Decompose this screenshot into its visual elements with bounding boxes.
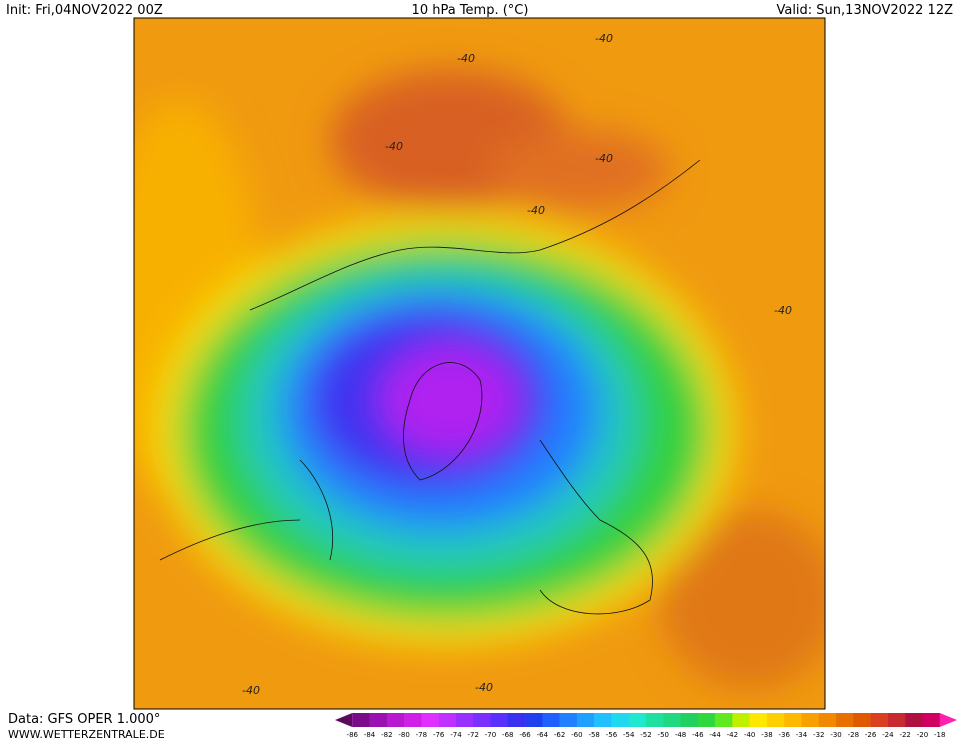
- colorbar-swatch: [646, 713, 664, 727]
- colorbar-swatch: [887, 713, 906, 727]
- colorbar-swatch: [421, 713, 439, 727]
- colorbar-label: -56: [606, 731, 618, 739]
- colorbar-label: -80: [398, 731, 409, 739]
- colorbar-label: -70: [485, 731, 496, 739]
- colorbar-swatch: [697, 713, 716, 727]
- colorbar-label: -28: [848, 731, 859, 739]
- colorbar-swatch: [766, 713, 785, 727]
- colorbar-swatch: [836, 713, 854, 727]
- colorbar-label: -50: [658, 731, 669, 739]
- colorbar-label: -82: [381, 731, 392, 739]
- colorbar-label: -36: [779, 731, 791, 739]
- map-frame: [133, 17, 826, 710]
- colorbar-label: -46: [692, 731, 704, 739]
- contour-label: -40: [385, 140, 403, 153]
- colorbar-swatch: [680, 713, 699, 727]
- colorbar-swatch: [525, 713, 543, 727]
- colorbar-swatch: [542, 713, 560, 727]
- colorbar-swatch: [490, 713, 509, 727]
- colorbar-swatch: [784, 713, 802, 727]
- colorbar-label: -42: [727, 731, 738, 739]
- colorbar-label: -64: [537, 731, 549, 739]
- colorbar-label: -20: [917, 731, 928, 739]
- site-url: WWW.WETTERZENTRALE.DE: [8, 728, 165, 741]
- colorbar-label: -34: [796, 731, 808, 739]
- colorbar-swatch: [559, 713, 578, 727]
- colorbar-label: -54: [623, 731, 635, 739]
- colorbar-label: -68: [502, 731, 513, 739]
- colorbar-swatch: [715, 713, 733, 727]
- colorbar-swatch: [507, 713, 526, 727]
- colorbar-label: -26: [865, 731, 877, 739]
- contour-label: -40: [527, 204, 545, 217]
- colorbar-swatch: [576, 713, 595, 727]
- colorbar-label: -30: [830, 731, 841, 739]
- colorbar-label: -86: [347, 731, 359, 739]
- colorbar-label: -66: [519, 731, 531, 739]
- colorbar-swatch: [628, 713, 647, 727]
- colorbar-swatch: [853, 713, 871, 727]
- coastlines: [159, 159, 701, 615]
- colorbar-arrow: [939, 713, 957, 727]
- colorbar-swatch: [352, 713, 370, 727]
- contour-label: -40: [774, 304, 792, 317]
- colorbar-swatch: [594, 713, 612, 727]
- colorbar-label: -78: [416, 731, 427, 739]
- colorbar-label: -40: [744, 731, 755, 739]
- colorbar-label: -32: [813, 731, 824, 739]
- colorbar-swatch: [749, 713, 768, 727]
- colorbar-label: -52: [640, 731, 651, 739]
- colorbar-swatch: [369, 713, 388, 727]
- colorbar-swatch: [404, 713, 422, 727]
- colorbar-label: -22: [899, 731, 910, 739]
- colorbar-swatch: [663, 713, 681, 727]
- colorbar-arrow: [335, 713, 353, 727]
- valid-time: Valid: Sun,13NOV2022 12Z: [776, 3, 953, 18]
- colorbar-swatch: [922, 713, 941, 727]
- colorbar-label: -24: [882, 731, 894, 739]
- contour-label: -40: [242, 684, 260, 697]
- contour-label: -40: [595, 152, 613, 165]
- colorbar-label: -60: [571, 731, 582, 739]
- colorbar-swatch: [473, 713, 491, 727]
- colorbar-label: -72: [468, 731, 479, 739]
- data-source: Data: GFS OPER 1.000°: [8, 712, 160, 727]
- colorbar-label: -58: [588, 731, 599, 739]
- colorbar-swatch: [386, 713, 405, 727]
- colorbar-label: -18: [934, 731, 945, 739]
- colorbar-swatch: [732, 713, 750, 727]
- contour-label: -40: [595, 32, 613, 45]
- colorbar-swatch: [801, 713, 820, 727]
- colorbar-label: -84: [364, 731, 376, 739]
- contour-label: -40: [475, 681, 493, 694]
- colorbar-swatch: [455, 713, 474, 727]
- map-title: 10 hPa Temp. (°C): [412, 3, 529, 18]
- colorbar-label: -38: [761, 731, 772, 739]
- colorbar-label: -76: [433, 731, 445, 739]
- colorbar-swatch: [611, 713, 630, 727]
- init-time: Init: Fri,04NOV2022 00Z: [6, 3, 163, 18]
- colorbar-swatch: [870, 713, 889, 727]
- contour-label: -40: [457, 52, 475, 65]
- colorbar-swatch: [818, 713, 837, 727]
- colorbar-label: -62: [554, 731, 565, 739]
- colorbar-swatch: [438, 713, 457, 727]
- colorbar-label: -44: [709, 731, 721, 739]
- colorbar-label: -74: [450, 731, 462, 739]
- colorbar-swatch: [905, 713, 923, 727]
- temperature-field: [134, 18, 825, 709]
- colorbar-label: -48: [675, 731, 686, 739]
